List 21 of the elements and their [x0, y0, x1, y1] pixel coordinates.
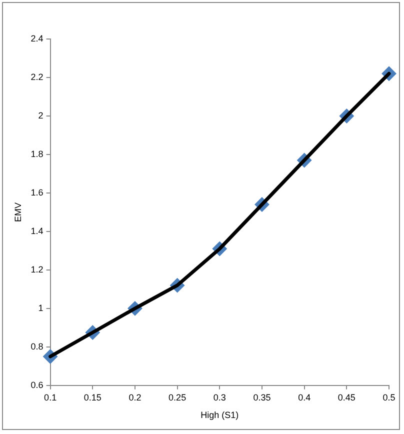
x-tick-label: 0.15	[84, 392, 102, 402]
x-tick-label: 0.35	[253, 392, 271, 402]
x-tick-label: 0.2	[128, 392, 142, 402]
y-axis-title: EMV	[12, 202, 23, 222]
x-tick-label: 0.25	[168, 392, 186, 402]
x-tick-label: 0.1	[44, 392, 57, 402]
x-tick-label: 0.45	[338, 392, 356, 402]
x-tick-label: 0.4	[298, 392, 311, 402]
y-tick-label: 1	[38, 302, 44, 313]
x-tick-label: 0.3	[213, 392, 226, 402]
y-tick-label: 1.6	[30, 187, 44, 198]
y-tick-label: 1.4	[30, 226, 44, 236]
y-tick-label: 0.8	[30, 341, 44, 352]
y-tick-label: 0.6	[30, 380, 44, 390]
x-tick-label: 0.5	[382, 392, 396, 402]
y-tick-label: 1.8	[30, 148, 44, 159]
y-tick-label: 2.4	[30, 33, 44, 44]
x-axis-title: High (S1)	[200, 410, 239, 420]
y-tick-label: 1.2	[30, 264, 44, 274]
y-tick-label: 2	[38, 110, 44, 120]
y-tick-label: 2.2	[30, 72, 44, 82]
